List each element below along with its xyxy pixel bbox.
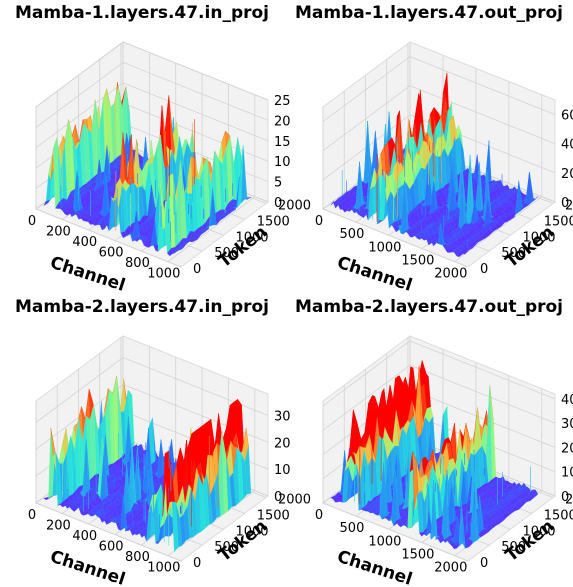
y-tick-label: 2000 xyxy=(565,199,573,214)
z-tick-label: 25 xyxy=(274,94,291,109)
z-tick-label: 300 xyxy=(561,417,573,432)
x-tick-label: 500 xyxy=(340,521,365,536)
y-tick-label: 0 xyxy=(480,262,488,277)
x-tick-label: 0 xyxy=(315,508,323,523)
y-tick-label: 1500 xyxy=(257,508,290,523)
chart-panel-4: 0500100015002000050010001500200001002003… xyxy=(287,294,573,587)
z-tick-label: 30 xyxy=(274,409,291,424)
surface-mesh xyxy=(330,360,539,550)
x-tick-label: 2000 xyxy=(434,561,467,576)
x-tick-label: 1500 xyxy=(401,254,434,269)
surface-mesh xyxy=(43,82,251,257)
x-tick-label: 400 xyxy=(72,529,97,544)
surface-mesh xyxy=(330,72,539,258)
y-tick-label: 2000 xyxy=(278,493,311,508)
x-tick-label: 0 xyxy=(315,214,323,229)
y-tick-label: 0 xyxy=(480,556,488,571)
x-tick-label: 400 xyxy=(72,235,97,250)
x-tick-label: 200 xyxy=(46,519,71,534)
x-tick-label: 0 xyxy=(28,214,36,229)
z-tick-label: 0 xyxy=(274,490,282,505)
surface-plot-4: 0500100015002000050010001500200001002003… xyxy=(295,297,573,587)
surface-cell xyxy=(171,501,179,553)
y-tick-label: 2000 xyxy=(278,199,311,214)
surface-cell xyxy=(458,253,466,257)
y-tick-label: 1000 xyxy=(522,230,555,245)
z-tick-label: 20 xyxy=(274,114,291,129)
chart-title: Mamba-1.layers.47.in_proj xyxy=(15,3,269,23)
chart-title: Mamba-2.layers.47.out_proj xyxy=(295,297,563,317)
y-tick-label: 500 xyxy=(501,246,526,261)
y-tick-label: 1500 xyxy=(257,214,290,229)
x-tick-label: 800 xyxy=(125,256,150,271)
y-tick-label: 500 xyxy=(501,540,526,555)
y-tick-label: 1500 xyxy=(544,508,573,523)
x-tick-label: 2000 xyxy=(434,267,467,282)
z-tick-label: 10 xyxy=(274,463,291,478)
z-tick-label: 600 xyxy=(561,109,573,124)
z-tick-label: 15 xyxy=(274,135,291,150)
x-tick-label: 1000 xyxy=(147,267,180,282)
z-tick-label: 0 xyxy=(274,196,282,211)
x-tick-label: 0 xyxy=(28,508,36,523)
y-tick-label: 1000 xyxy=(235,230,268,245)
x-tick-label: 600 xyxy=(99,540,124,555)
z-tick-label: 200 xyxy=(561,441,573,456)
x-tick-label: 600 xyxy=(99,246,124,261)
z-tick-label: 10 xyxy=(274,155,291,170)
chart-title: Mamba-2.layers.47.in_proj xyxy=(15,297,269,317)
z-tick-label: 200 xyxy=(561,167,573,182)
z-tick-label: 400 xyxy=(561,393,573,408)
y-tick-label: 0 xyxy=(193,556,201,571)
y-tick-label: 2000 xyxy=(565,493,573,508)
z-tick-label: 400 xyxy=(561,138,573,153)
x-tick-label: 1000 xyxy=(147,561,180,576)
surface-plot-2: 0500100015002000050010001500200002004006… xyxy=(295,3,573,296)
y-tick-label: 0 xyxy=(193,262,201,277)
y-tick-label: 1000 xyxy=(235,524,268,539)
x-tick-label: 1500 xyxy=(401,548,434,563)
x-tick-label: 1000 xyxy=(368,534,401,549)
y-tick-label: 500 xyxy=(214,246,239,261)
z-tick-label: 5 xyxy=(274,176,282,191)
x-tick-label: 800 xyxy=(125,550,150,565)
z-tick-label: 20 xyxy=(274,436,291,451)
x-tick-label: 200 xyxy=(46,225,71,240)
chart-panel-2: 0500100015002000050010001500200002004006… xyxy=(287,0,573,296)
x-tick-label: 500 xyxy=(340,227,365,242)
y-tick-label: 1500 xyxy=(544,214,573,229)
z-tick-label: 0 xyxy=(561,196,569,211)
chart-panel-3: 0 200 400 600 800 1000 0 500 1000 1500 2000 0 10 20 30… xyxy=(0,294,311,587)
chart-panel-1: 0 200 400 600 800 1000 0 500 1000 1500 2000 0 5 10 15 2… xyxy=(0,0,311,296)
chart-title: Mamba-1.layers.47.out_proj xyxy=(295,3,563,23)
z-tick-label: 0 xyxy=(561,490,569,505)
y-tick-label: 500 xyxy=(214,540,239,555)
x-tick-label: 1000 xyxy=(368,240,401,255)
z-tick-label: 100 xyxy=(561,466,573,481)
surface-cell xyxy=(171,249,179,255)
y-tick-label: 1000 xyxy=(522,524,555,539)
